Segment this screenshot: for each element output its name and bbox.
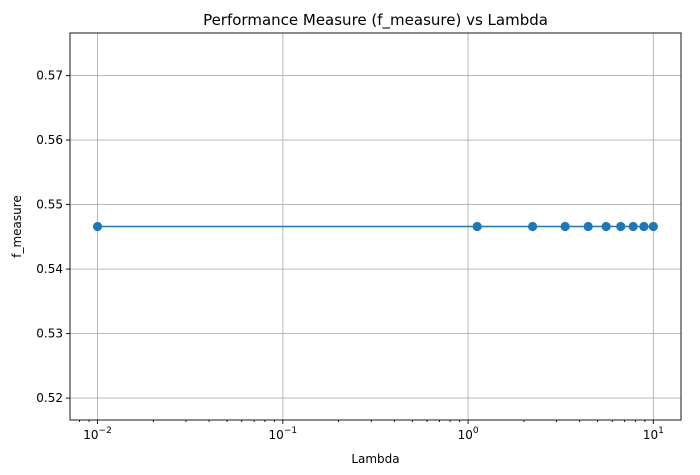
data-point-0-7 (628, 221, 638, 232)
series-layer (92, 221, 658, 232)
y-tick-label-1: 0.53 (36, 327, 63, 341)
x-tick-label-0: 10−2 (83, 426, 112, 442)
data-point-0-4 (583, 221, 593, 232)
y-tick-label-0: 0.52 (36, 391, 63, 405)
y-tick-label-3: 0.55 (36, 198, 63, 212)
y-tick-label-2: 0.54 (36, 262, 63, 276)
data-point-0-1 (472, 221, 482, 232)
data-point-0-8 (639, 221, 649, 232)
axes-frame (69, 32, 682, 421)
ticks: 10−2 10−1 100 101 0.52 0.53 0.54 0.55 0.56 0.57 (36, 69, 664, 442)
data-point-0-5 (601, 221, 611, 232)
data-point-0-3 (560, 221, 570, 232)
y-tick-label-4: 0.56 (36, 133, 63, 147)
x-axis-label: Lambda (351, 452, 399, 466)
x-tick-label-2: 100 (458, 426, 479, 442)
x-tick-label-1: 10−1 (269, 426, 298, 442)
data-point-0-6 (616, 221, 626, 232)
data-point-0-0 (92, 221, 103, 232)
y-axis-label: f_measure (10, 195, 24, 258)
grid (70, 33, 681, 420)
y-tick-label-5: 0.57 (36, 69, 63, 83)
x-tick-label-3: 101 (643, 426, 664, 442)
data-point-0-2 (528, 221, 538, 232)
chart-title: Performance Measure (f_measure) vs Lambd… (203, 11, 548, 30)
data-point-0-9 (648, 221, 658, 232)
